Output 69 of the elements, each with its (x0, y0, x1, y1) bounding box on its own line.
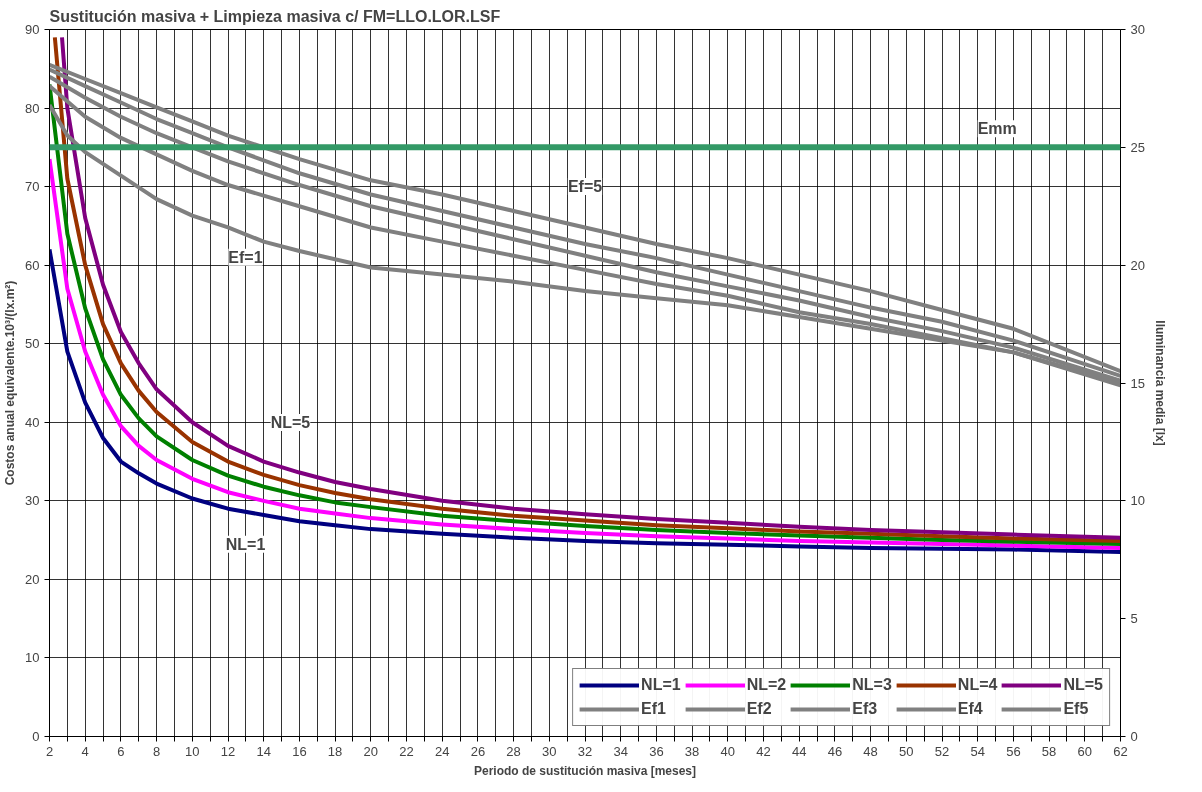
x-tick-label: 56 (1006, 743, 1021, 759)
chart-title: Sustitución masiva + Limpieza masiva c/ FM=LLO.LOR.LSF (49, 7, 501, 25)
x-tick-label: 30 (542, 743, 557, 759)
y-tick-label: 20 (25, 571, 40, 587)
x-tick-label: 10 (185, 743, 200, 759)
x-tick-label: 16 (292, 743, 307, 759)
y2-tick-label: 15 (1130, 375, 1145, 391)
y2-tick-label: 20 (1130, 257, 1145, 273)
x-tick-label: 12 (220, 743, 236, 759)
y-axis-title: Costos anual equivalente.10³/(lx.m²) (3, 280, 18, 486)
y-tick-label: 70 (25, 179, 40, 195)
x-tick-label: 54 (970, 743, 985, 759)
annotation: Ef=1 (228, 248, 263, 266)
x-tick-label: 48 (863, 743, 878, 759)
y-tick-label: 0 (32, 729, 40, 744)
x-axis-title: Periodo de sustitución masiva [meses] (473, 763, 697, 778)
x-tick-label: 28 (506, 743, 521, 759)
x-tick-label: 40 (720, 743, 736, 759)
x-tick-label: 4 (81, 743, 89, 759)
line-series (49, 157, 1121, 550)
x-tick-label: 38 (684, 743, 700, 759)
y2-tick-label: 25 (1130, 139, 1145, 155)
y2-tick-label: 5 (1130, 611, 1138, 627)
x-tick-label: 52 (934, 743, 950, 759)
annotation: NL=5 (270, 414, 311, 432)
y-tick-label: 10 (25, 650, 40, 666)
x-tick-label: 60 (1077, 743, 1093, 759)
legend-label: NL=4 (957, 676, 998, 694)
x-tick-label: 8 (152, 743, 161, 759)
legend-label: NL=3 (852, 676, 892, 694)
x-tick-label: 2 (45, 743, 54, 759)
legend-label: Ef2 (746, 700, 772, 718)
y-tick-label: 80 (25, 100, 40, 116)
x-tick-label: 46 (827, 743, 843, 759)
y-tick-label: 90 (25, 22, 40, 37)
line-series (49, 247, 1121, 554)
legend-label: Ef5 (1063, 700, 1089, 718)
x-tick-label: 18 (327, 743, 343, 759)
y2-tick-label: 0 (1130, 729, 1138, 744)
ref-line-label: Emm (977, 120, 1017, 138)
y-tick-label: 50 (25, 336, 40, 352)
x-tick-label: 22 (399, 743, 414, 759)
x-tick-label: 34 (613, 743, 628, 759)
x-tick-label: 32 (577, 743, 593, 759)
x-tick-label: 24 (434, 743, 450, 759)
annotation: Ef=5 (567, 177, 603, 195)
x-tick-label: 26 (470, 743, 486, 759)
x-tick-label: 6 (117, 743, 125, 759)
x-tick-label: 20 (363, 743, 379, 759)
x-tick-label: 50 (899, 743, 914, 759)
annotation: NL=1 (225, 535, 266, 553)
y-tick-label: 60 (25, 257, 40, 273)
legend-label: NL=1 (641, 676, 681, 694)
y-tick-label: 40 (25, 414, 40, 430)
y2-tick-label: 10 (1130, 493, 1145, 509)
y2-tick-label: 30 (1130, 22, 1145, 37)
x-tick-label: 62 (1113, 743, 1128, 759)
legend-label: Ef1 (641, 700, 667, 718)
y-tick-label: 30 (25, 493, 40, 509)
x-tick-label: 36 (649, 743, 664, 759)
x-tick-label: 58 (1041, 743, 1057, 759)
legend-label: NL=2 (746, 676, 787, 694)
x-tick-label: 42 (756, 743, 771, 759)
legend-label: Ef4 (957, 700, 983, 718)
legend-label: Ef3 (852, 700, 878, 718)
y2-axis-title: Iluminancia media [lx] (1152, 320, 1167, 446)
x-tick-label: 14 (256, 743, 271, 759)
legend-label: NL=5 (1063, 676, 1103, 694)
x-tick-label: 44 (791, 743, 807, 759)
